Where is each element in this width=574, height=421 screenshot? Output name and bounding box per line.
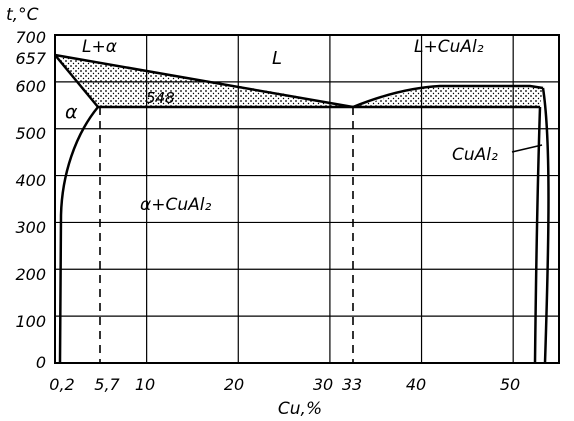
liquidus-alpha-line xyxy=(54,53,354,109)
x-tick-20: 20 xyxy=(224,375,244,394)
x-axis-label: Cu,% xyxy=(278,399,322,419)
cual2-left-boundary xyxy=(533,106,542,364)
x-tick-0-2: 0,2 xyxy=(49,375,74,394)
region-liquid-cual2-fill xyxy=(353,86,543,107)
liquidus-cual2-line xyxy=(352,84,544,109)
label-liquid: L xyxy=(272,48,282,69)
y-axis-label: t,°C xyxy=(6,5,39,25)
label-alpha: α xyxy=(65,101,78,123)
y-tick-200: 200 xyxy=(15,265,46,284)
grid xyxy=(55,35,559,363)
label-cual2: CuAl₂ xyxy=(452,145,498,165)
label-alpha-cual2: α+CuAl₂ xyxy=(140,195,211,215)
y-tick-657: 657 xyxy=(15,49,46,68)
y-tick-700: 700 xyxy=(15,28,46,47)
solvus-alpha-line xyxy=(58,106,99,364)
y-tick-0: 0 xyxy=(36,353,46,372)
x-tick-10: 10 xyxy=(135,375,155,394)
y-tick-600: 600 xyxy=(15,77,46,96)
x-tick-33: 33 xyxy=(342,375,362,394)
label-liquid-alpha: L+α xyxy=(82,37,117,57)
x-tick-5-7: 5,7 xyxy=(94,375,120,394)
y-tick-400: 400 xyxy=(15,171,46,190)
y-tick-100: 100 xyxy=(15,312,46,331)
cual2-pointer xyxy=(511,144,543,153)
x-tick-50: 50 xyxy=(500,375,520,394)
solidus-alpha-line xyxy=(54,54,99,108)
y-tick-300: 300 xyxy=(15,218,46,237)
plot-frame xyxy=(54,34,560,364)
x-tick-30: 30 xyxy=(313,375,333,394)
y-tick-500: 500 xyxy=(15,124,46,143)
label-eutectic-temp: 548 xyxy=(146,89,175,107)
cual2-right-boundary xyxy=(541,87,550,364)
label-liquid-cual2: L+CuAl₂ xyxy=(414,37,484,57)
x-tick-40: 40 xyxy=(406,375,426,394)
